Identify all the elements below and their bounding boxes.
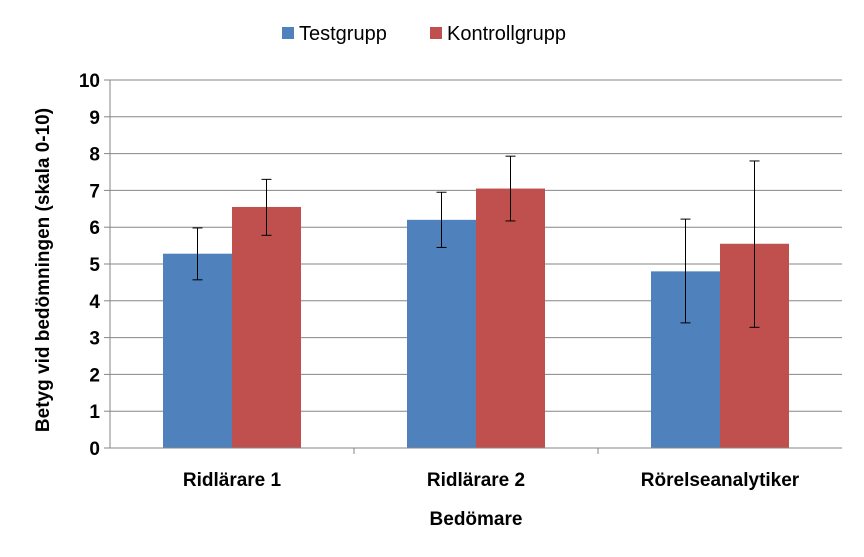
x-axis-title: Bedömare: [430, 509, 523, 530]
y-axis-title: Betyg vid bedömningen (skala 0-10): [33, 108, 54, 432]
y-tick-label: 10: [79, 71, 100, 92]
y-tick-label: 7: [89, 181, 100, 202]
x-category-labels: Ridlärare 1 Ridlärare 2 Rörelseanalytiker: [183, 470, 800, 491]
y-tick-label: 8: [89, 145, 100, 166]
legend-label: Testgrupp: [299, 23, 387, 45]
legend-swatch: [430, 27, 442, 39]
y-tick-label: 1: [89, 402, 100, 423]
y-tick-label: 9: [89, 108, 100, 129]
y-tick-label: 2: [89, 365, 100, 386]
error-bars: [192, 155, 760, 328]
axes: [104, 79, 842, 454]
y-tick-labels: 0 1 2 3 4 5 6 7 8 9 10: [79, 71, 101, 460]
legend-label: Kontrollgrupp: [447, 23, 566, 45]
bar-testgrupp: [407, 219, 476, 448]
x-category-label: Ridlärare 1: [183, 470, 282, 491]
legend-swatch: [282, 27, 294, 39]
y-tick-label: 0: [89, 439, 100, 460]
y-tick-label: 5: [89, 255, 100, 276]
y-tick-label: 4: [89, 292, 100, 313]
x-category-label: Rörelseanalytiker: [641, 470, 800, 491]
legend: Testgrupp Kontrollgrupp: [282, 23, 566, 45]
y-tick-label: 6: [89, 218, 100, 239]
bar-testgrupp: [163, 253, 232, 448]
bar-kontrollgrupp: [476, 188, 545, 448]
x-category-label: Ridlärare 2: [427, 470, 525, 491]
y-tick-label: 3: [89, 329, 100, 350]
bars: [163, 188, 789, 448]
bar-kontrollgrupp: [232, 206, 301, 448]
